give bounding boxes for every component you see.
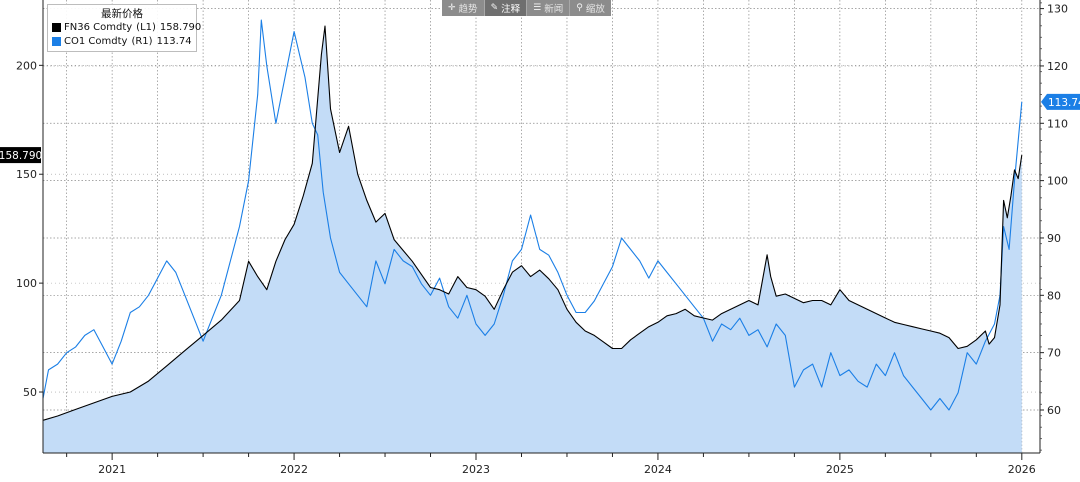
pencil-icon: ✎ <box>490 3 499 13</box>
right-axis-tick-label: 80 <box>1047 289 1061 302</box>
zoom-button[interactable]: ⚲ 缩放 <box>570 0 611 16</box>
legend-entry-co1[interactable]: CO1 Comdty (R1) 113.74 <box>48 34 196 48</box>
series-area-fn36 <box>43 26 1022 453</box>
left-last-value-label: 158.790 <box>0 150 42 162</box>
right-axis-tick-label: 70 <box>1047 347 1061 360</box>
zoom-icon: ⚲ <box>576 3 583 13</box>
news-button[interactable]: ☰ 新闻 <box>527 0 571 16</box>
x-axis-tick-label: 2024 <box>644 463 672 476</box>
left-axis-tick-label: 150 <box>16 168 37 181</box>
series-line-fn36 <box>42 25 1023 421</box>
news-label: 新闻 <box>544 4 564 15</box>
trend-label: 趋势 <box>458 4 478 15</box>
x-axis-tick-label: 2021 <box>98 463 126 476</box>
legend: 最新价格 FN36 Comdty (L1) 158.790 CO1 Comdty… <box>47 4 201 52</box>
area-layer <box>43 26 1022 453</box>
right-axis-tick-label: 100 <box>1047 175 1068 188</box>
legend-series-axis: (R1) <box>131 35 153 47</box>
legend-swatch-co1 <box>52 36 61 46</box>
chart-toolbar: ✛ 趋势 ✎ 注释 ☰ 新闻 ⚲ 缩放 <box>442 0 611 16</box>
legend-series-value: 158.790 <box>159 21 202 33</box>
right-axis-tick-label: 60 <box>1047 404 1061 417</box>
left-axis-tick-label: 200 <box>16 59 37 72</box>
legend-entry-fn36[interactable]: FN36 Comdty (L1) 158.790 <box>48 20 201 34</box>
legend-series-value: 113.74 <box>156 35 192 47</box>
trend-button[interactable]: ✛ 趋势 <box>442 0 485 16</box>
last-value-flags: 158.790 113.74 <box>0 93 1080 164</box>
zoom-label: 缩放 <box>585 4 605 15</box>
axes-layer: 50 100 150 200 60 70 80 90 100 110 120 130 2021 2022 2… <box>16 0 1068 476</box>
right-last-value-label: 113.74 <box>1048 97 1080 109</box>
news-icon: ☰ <box>533 3 542 13</box>
series-line-co1 <box>42 19 1023 411</box>
left-last-value-flag <box>0 147 41 164</box>
right-axis-tick-label: 90 <box>1047 232 1061 245</box>
x-axis-tick-label: 2022 <box>280 463 308 476</box>
annotate-button[interactable]: ✎ 注释 <box>484 0 528 16</box>
legend-series-axis: (L1) <box>136 21 156 33</box>
left-axis-tick-label: 100 <box>16 277 37 290</box>
annotate-label: 注释 <box>501 4 521 15</box>
x-axis-tick-label: 2023 <box>462 463 490 476</box>
x-axis-tick-label: 2026 <box>1008 463 1036 476</box>
legend-series-name: FN36 Comdty <box>64 21 133 33</box>
crosshair-icon: ✛ <box>448 3 456 13</box>
lines-layer <box>42 19 1023 421</box>
left-axis-tick-label: 50 <box>23 386 37 399</box>
x-axis-tick-label: 2025 <box>826 463 854 476</box>
legend-series-name: CO1 Comdty <box>64 35 128 47</box>
legend-swatch-fn36 <box>52 22 61 32</box>
right-last-value-flag <box>1041 93 1080 110</box>
right-axis-tick-label: 120 <box>1047 60 1068 73</box>
right-axis-tick-label: 130 <box>1047 3 1068 16</box>
right-axis-tick-label: 110 <box>1047 117 1068 130</box>
legend-title: 最新价格 <box>101 8 143 20</box>
